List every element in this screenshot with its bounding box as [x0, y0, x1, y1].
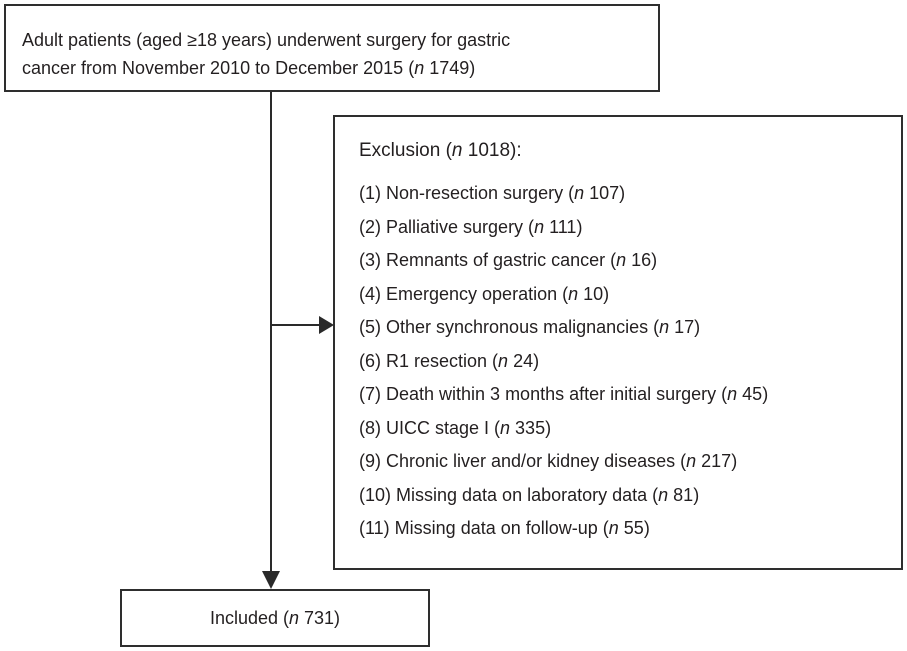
exclusion-box: Exclusion (n 1018): (1) Non-resection su… — [333, 115, 903, 570]
exclusion-item-6: (6) R1 resection (n 24) — [359, 350, 540, 371]
exclusion-header: Exclusion (n 1018): — [359, 140, 522, 161]
exclusion-item-9: (9) Chronic liver and/or kidney diseases… — [359, 451, 738, 471]
exclusion-item-3: (3) Remnants of gastric cancer (n 16) — [359, 250, 658, 270]
population-box: Adult patients (aged ≥18 years) underwen… — [4, 4, 660, 92]
horizontal-connector-line — [271, 324, 320, 326]
exclusion-item-10: (10) Missing data on laboratory data (n … — [359, 484, 700, 505]
included-label: Included (n 731) — [209, 607, 341, 628]
vertical-connector-line — [270, 91, 272, 574]
exclusion-item-11: (11) Missing data on follow-up (n 55) — [359, 518, 650, 538]
population-line2: cancer from November 2010 to December 20… — [22, 58, 476, 78]
arrow-down-icon — [262, 571, 280, 589]
exclusion-item-7: (7) Death within 3 months after initial … — [359, 384, 769, 404]
exclusion-item-2: (2) Palliative surgery (n 111) — [359, 216, 583, 237]
included-box: Included (n 731) — [120, 589, 430, 647]
arrow-right-icon — [319, 316, 334, 334]
exclusion-item-1: (1) Non-resection surgery (n 107) — [359, 183, 626, 203]
exclusion-item-8: (8) UICC stage I (n 335) — [359, 417, 552, 438]
population-line1: Adult patients (aged ≥18 years) underwen… — [22, 30, 511, 50]
exclusion-item-5: (5) Other synchronous malignancies (n 17… — [359, 317, 701, 337]
exclusion-item-4: (4) Emergency operation (n 10) — [359, 283, 610, 304]
